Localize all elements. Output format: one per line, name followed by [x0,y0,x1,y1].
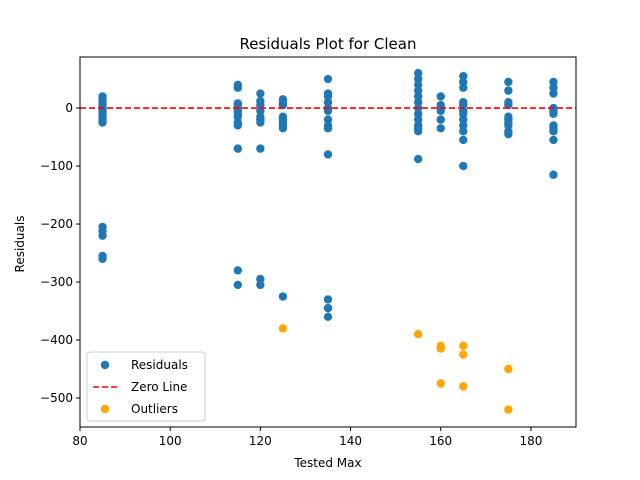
residuals-point [413,80,423,90]
residuals-point [413,98,423,107]
outliers-point [436,344,445,353]
residuals-point [278,124,288,133]
residuals-point [459,71,468,81]
residuals-point [459,121,468,130]
residuals-point [233,121,243,130]
residuals-point [323,150,333,159]
residuals-point [413,74,423,84]
residuals-point [549,83,558,92]
legend: Residuals Zero Line Outliers [86,351,206,422]
residuals-point [256,118,265,127]
legend-residuals-label: Residuals [131,358,188,372]
x-tick-label: 120 [249,434,272,448]
residuals-point [459,83,468,92]
y-tick-label: −500 [40,391,73,405]
residuals-point [436,92,445,101]
residuals-point [413,115,423,124]
residuals-point [504,77,513,87]
residuals-point [413,109,423,119]
residuals-point [98,231,107,240]
residuals-point [549,170,558,179]
residuals-point [436,124,445,133]
x-tick-label: 80 [72,434,87,448]
residuals-point [323,303,333,313]
legend-zero-line-label: Zero Line [131,380,187,394]
residuals-point [413,86,423,95]
residuals-point [413,69,423,78]
residuals-point [504,129,513,139]
residuals-point [323,312,333,322]
residuals-point [233,266,243,275]
y-tick-label: −400 [40,333,73,347]
residuals-point [459,77,468,87]
residuals-point [549,109,558,119]
residuals-point [323,124,333,133]
x-axis: 80 100 120 140 160 180 [72,427,542,448]
residuals-point [278,292,288,301]
residuals-point [549,89,558,98]
residuals-point [549,135,558,145]
residuals-point [459,115,468,124]
residuals-point [256,89,265,98]
y-tick-label: −100 [40,159,73,173]
x-tick-label: 100 [159,434,182,448]
y-tick-label: −200 [40,217,73,231]
outliers-point [436,379,445,388]
residuals-point [459,109,468,119]
x-tick-label: 180 [519,434,542,448]
x-axis-label: Tested Max [293,456,361,470]
residuals-point [256,280,265,290]
outliers-point [504,405,513,414]
residuals-point [98,254,107,264]
residuals-point [413,127,423,136]
outliers-point [459,350,468,359]
y-tick-label: −300 [40,275,73,289]
outliers-point [413,330,423,339]
outliers-point [278,324,288,333]
x-tick-label: 140 [339,434,362,448]
residuals-point [504,121,513,130]
residuals-point [436,115,445,124]
residuals-point [233,83,243,92]
residuals-point [233,112,243,121]
residuals-point [459,135,468,145]
y-tick-label: 0 [65,101,73,115]
plot-frame [79,56,577,428]
residuals-point [323,92,333,101]
residuals-point [98,118,107,127]
legend-box [86,351,206,422]
chart-title: Residuals Plot for Clean [240,35,417,53]
residuals-point [233,280,243,290]
residuals-point [256,144,265,153]
residuals-point [413,92,423,101]
y-axis: 0 −100 −200 −300 −400 −500 [40,101,80,405]
y-axis-label: Residuals [13,216,27,273]
x-tick-label: 160 [429,434,452,448]
residuals-point [459,127,468,136]
residuals-point [323,115,333,124]
residuals-point [323,98,333,107]
residuals-point [413,154,423,164]
residuals-point [323,295,333,304]
outliers-point [459,341,468,351]
residuals-point [233,144,243,153]
outliers-point [459,382,468,391]
residuals-point [323,74,333,84]
residuals-point [504,86,513,95]
residuals-point [256,274,265,284]
legend-residuals-marker [100,360,110,370]
outliers-point [504,364,513,374]
legend-outliers-label: Outliers [131,402,178,416]
residuals-point [459,161,468,171]
plot-area [79,56,577,428]
legend-outliers-marker [100,404,110,414]
residuals-point [549,77,558,87]
residuals-point [549,127,558,136]
